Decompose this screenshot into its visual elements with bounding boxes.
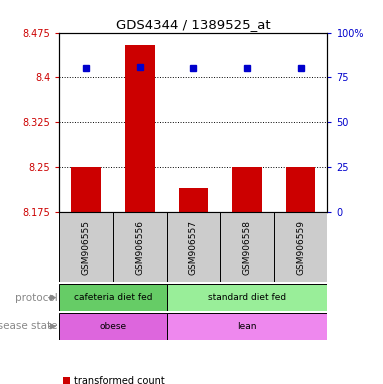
Text: GSM906555: GSM906555 xyxy=(82,220,91,275)
Bar xyxy=(167,313,327,340)
Text: GSM906559: GSM906559 xyxy=(296,220,305,275)
Bar xyxy=(274,212,327,282)
Bar xyxy=(178,188,208,212)
Bar xyxy=(59,284,167,311)
Bar xyxy=(113,212,167,282)
Title: GDS4344 / 1389525_at: GDS4344 / 1389525_at xyxy=(116,18,271,31)
Text: protocol: protocol xyxy=(15,293,57,303)
Text: GSM906558: GSM906558 xyxy=(242,220,252,275)
Bar xyxy=(59,313,167,340)
Text: lean: lean xyxy=(237,322,257,331)
Bar xyxy=(59,212,113,282)
Bar xyxy=(167,284,327,311)
Bar xyxy=(167,212,220,282)
Text: cafeteria diet fed: cafeteria diet fed xyxy=(74,293,152,302)
Text: GSM906557: GSM906557 xyxy=(189,220,198,275)
Bar xyxy=(286,167,315,212)
Bar xyxy=(71,167,101,212)
Text: transformed count: transformed count xyxy=(74,376,165,384)
Text: standard diet fed: standard diet fed xyxy=(208,293,286,302)
Text: GSM906556: GSM906556 xyxy=(135,220,144,275)
Text: obese: obese xyxy=(100,322,126,331)
Bar xyxy=(220,212,274,282)
Bar xyxy=(125,45,154,212)
Text: disease state: disease state xyxy=(0,321,57,331)
Bar xyxy=(232,167,262,212)
